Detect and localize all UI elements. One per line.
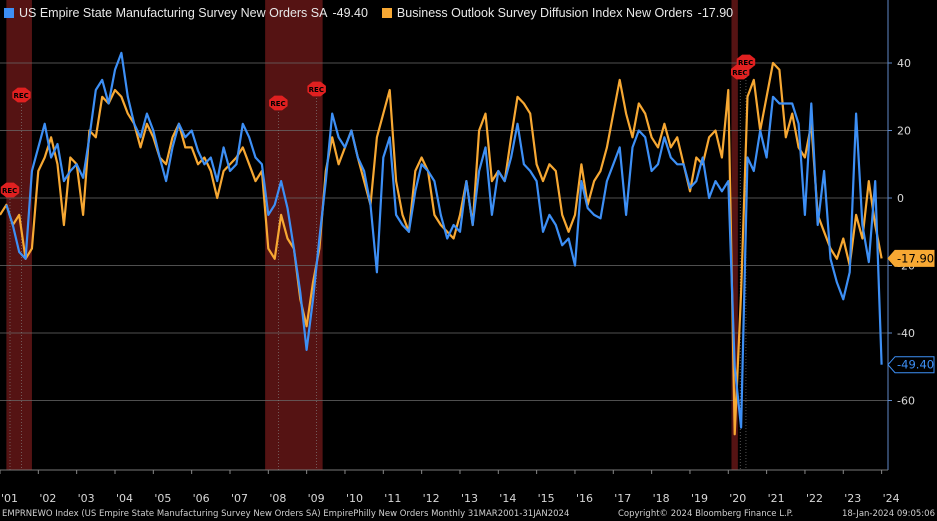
x-tick-label: '13: [461, 492, 478, 505]
x-tick-label: '04: [116, 492, 133, 505]
legend-swatch-empire: [4, 8, 14, 18]
legend-swatch-philly: [382, 8, 392, 18]
legend-label-empire: US Empire State Manufacturing Survey New…: [19, 6, 327, 20]
footer-timestamp: 18-Jan-2024 09:05:06: [842, 509, 935, 519]
x-tick-label: '03: [78, 492, 95, 505]
last-value-label: -49.40: [897, 358, 934, 372]
x-tick-label: '07: [231, 492, 248, 505]
recession-flag-label: REC: [270, 100, 285, 108]
footer-description: EMPRNEWO Index (US Empire State Manufact…: [2, 509, 569, 519]
last-value-label: -17.90: [897, 251, 934, 265]
legend-item-philly[interactable]: Business Outlook Survey Diffusion Index …: [382, 6, 733, 20]
x-tick-label: '16: [576, 492, 593, 505]
x-tick-label: '08: [269, 492, 286, 505]
x-tick-label: '11: [384, 492, 401, 505]
x-tick-label: '18: [653, 492, 670, 505]
x-tick-label: '17: [614, 492, 631, 505]
x-tick-label: '09: [308, 492, 325, 505]
y-tick-label: 40: [897, 57, 911, 70]
x-tick-label: '01: [1, 492, 18, 505]
x-tick-label: '05: [154, 492, 171, 505]
x-tick-label: '12: [423, 492, 440, 505]
x-tick-label: '22: [806, 492, 823, 505]
x-tick-label: '24: [883, 492, 900, 505]
x-tick-label: '14: [499, 492, 516, 505]
x-tick-label: '10: [346, 492, 363, 505]
legend-label-philly: Business Outlook Survey Diffusion Index …: [397, 6, 693, 20]
y-tick-label: -40: [897, 327, 915, 340]
x-tick-label: '20: [729, 492, 746, 505]
x-tick-label: '06: [193, 492, 210, 505]
chart-plot: 40200-20-40-60'01'02'03'04'05'06'07'08'0…: [0, 0, 937, 507]
x-tick-label: '19: [691, 492, 708, 505]
y-tick-label: -60: [897, 395, 915, 408]
x-tick-label: '02: [39, 492, 56, 505]
recession-flag-label: REC: [2, 187, 17, 195]
x-tick-label: '15: [538, 492, 555, 505]
chart-legend: US Empire State Manufacturing Survey New…: [4, 6, 733, 20]
legend-value-philly: -17.90: [698, 6, 733, 20]
recession-flag-label: REC: [738, 59, 753, 67]
y-tick-label: 0: [897, 192, 904, 205]
recession-flag-label: REC: [309, 86, 324, 94]
y-tick-label: 20: [897, 125, 911, 138]
chart-footer: EMPRNEWO Index (US Empire State Manufact…: [0, 507, 937, 521]
legend-value-empire: -49.40: [332, 6, 367, 20]
footer-copyright: Copyright© 2024 Bloomberg Finance L.P.: [618, 509, 793, 519]
recession-band: [265, 0, 322, 470]
recession-flag-label: REC: [732, 69, 747, 77]
recession-flag-label: REC: [13, 92, 28, 100]
x-tick-label: '23: [844, 492, 861, 505]
x-tick-label: '21: [768, 492, 785, 505]
series-line: [6, 53, 881, 428]
legend-item-empire[interactable]: US Empire State Manufacturing Survey New…: [4, 6, 368, 20]
